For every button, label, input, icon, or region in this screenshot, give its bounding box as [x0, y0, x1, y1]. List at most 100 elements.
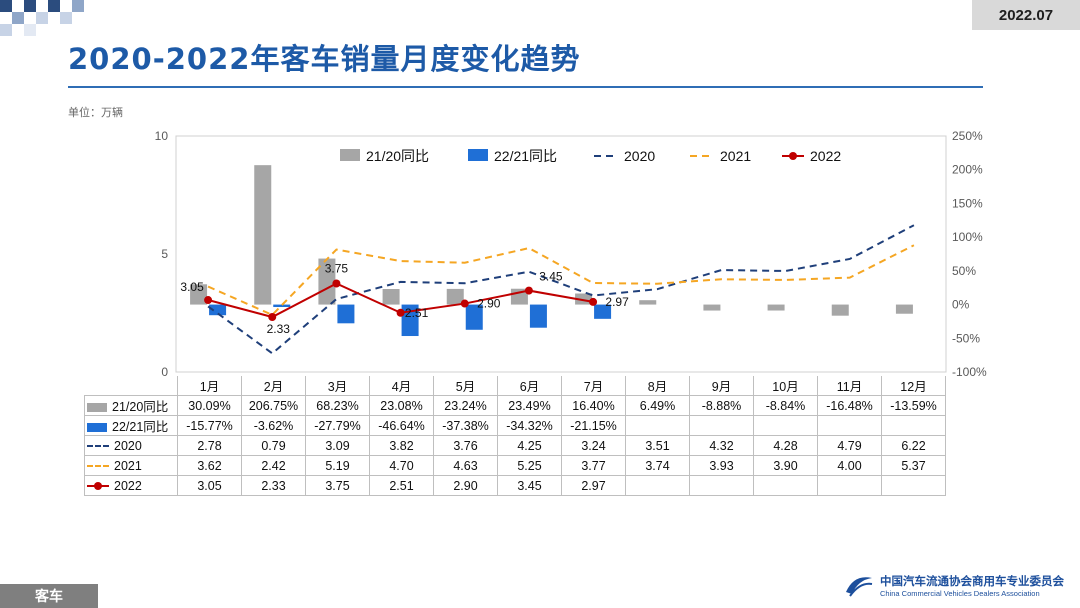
org-logo: 中国汽车流通协会商用车专业委员会 China Commercial Vehicl…: [844, 572, 1064, 598]
title-divider: [68, 86, 983, 88]
bar-2221-yoy: [337, 304, 355, 324]
legend-label: 21/20同比: [366, 148, 429, 164]
bar-2221-yoy: [273, 304, 291, 308]
table-month-header: 5月: [433, 376, 498, 396]
table-month-header: 7月: [561, 376, 626, 396]
table-month-header: 8月: [625, 376, 690, 396]
table-cell: 23.08%: [369, 395, 434, 416]
table-cell: [753, 475, 818, 496]
bar-2120-yoy: [318, 258, 336, 305]
table-cell: [625, 415, 690, 436]
table-cell: [753, 415, 818, 436]
right-axis-tick-label: 50%: [952, 264, 976, 278]
bar-2120-yoy: [639, 300, 657, 305]
table-series-label: 22/21同比: [84, 415, 178, 436]
table-month-header: 10月: [753, 376, 818, 396]
table-series-label: 21/20同比: [84, 395, 178, 416]
table-row: 2022 3.05 2.33 3.75 2.51 2.90 3.45 2.97: [84, 475, 946, 496]
point-2022: [524, 286, 533, 295]
table-cell: -13.59%: [881, 395, 946, 416]
table-series-name: 2022: [114, 478, 142, 493]
right-axis-tick-label: 100%: [952, 230, 983, 244]
table-cell: 3.45: [497, 475, 562, 496]
data-table: 1月 2月 3月 4月 5月 6月 7月 8月 9月 10月 11月 12月 21/20同比 30.09…: [84, 376, 946, 496]
combo-chart: 0 5 10 -100% -50% 0% 50% 100% 150% 200% 250% 3.05 2.…: [155, 129, 987, 379]
table-series-label: 2020: [84, 435, 178, 456]
point-2022: [460, 299, 469, 308]
table-cell: 4.32: [689, 435, 754, 456]
table-cell: 0.79: [241, 435, 306, 456]
right-axis-tick-label: -50%: [952, 331, 980, 345]
table-header-row: 1月 2月 3月 4月 5月 6月 7月 8月 9月 10月 11月 12月: [85, 376, 946, 396]
data-label-2022: 2.33: [267, 322, 291, 336]
table-cell: 6.22: [881, 435, 946, 456]
bar-2120-yoy: [190, 284, 208, 305]
table-cell: -8.84%: [753, 395, 818, 416]
bar-2221-yoy: [529, 304, 547, 328]
point-2022: [396, 308, 405, 317]
table-cell: -37.38%: [433, 415, 498, 436]
table-cell: 23.24%: [433, 395, 498, 416]
table-cell: -15.77%: [177, 415, 242, 436]
table-cell: 3.74: [625, 455, 690, 476]
table-cell: -3.62%: [241, 415, 306, 436]
left-axis-tick-label: 10: [155, 129, 169, 143]
data-label-2022: 3.75: [325, 262, 349, 276]
table-cell: [689, 415, 754, 436]
table-cell: 5.37: [881, 455, 946, 476]
table-cell: 5.19: [305, 455, 370, 476]
table-month-header: 1月: [177, 376, 242, 396]
bar-2120-yoy: [831, 304, 849, 316]
table-legend-swatch: [87, 403, 107, 413]
right-axis-tick-label: -100%: [952, 365, 987, 379]
right-axis-tick-label: 0%: [952, 298, 970, 312]
table-cell: 4.63: [433, 455, 498, 476]
corner-pattern-decoration: [0, 0, 84, 36]
table-cell: [881, 415, 946, 436]
table-cell: 4.79: [817, 435, 882, 456]
table-cell: [817, 415, 882, 436]
table-cell: 30.09%: [177, 395, 242, 416]
table-cell: 3.09: [305, 435, 370, 456]
table-cell: 4.25: [497, 435, 562, 456]
bar-2120-yoy: [895, 304, 913, 314]
table-cell: -8.88%: [689, 395, 754, 416]
table-row: 2020 2.78 0.79 3.09 3.82 3.76 4.25 3.24 3.51 4.32…: [84, 435, 946, 456]
table-cell: [625, 475, 690, 496]
table-row: 2021 3.62 2.42 5.19 4.70 4.63 5.25 3.77 3.74 3.93…: [84, 455, 946, 476]
right-axis-tick-label: 250%: [952, 129, 983, 143]
table-row: 22/21同比 -15.77% -3.62% -27.79% -46.64% -37.38…: [84, 415, 946, 436]
legend-swatch-2120: [340, 149, 360, 161]
bar-2120-yoy: [446, 288, 464, 305]
line-2021: [207, 244, 915, 317]
table-cell: 2.78: [177, 435, 242, 456]
right-axis-tick-label: 200%: [952, 163, 983, 177]
point-2022: [268, 313, 277, 322]
table-series-label: 2021: [84, 455, 178, 476]
table-cell: 3.93: [689, 455, 754, 476]
table-cell: 4.28: [753, 435, 818, 456]
table-month-header: 6月: [497, 376, 562, 396]
bar-2221-yoy: [465, 304, 483, 330]
table-cell: 68.23%: [305, 395, 370, 416]
table-cell: 3.51: [625, 435, 690, 456]
table-cell: -34.32%: [497, 415, 562, 436]
table-cell: -27.79%: [305, 415, 370, 436]
table-legend-swatch: [87, 445, 109, 448]
table-cell: 3.77: [561, 455, 626, 476]
table-cell: 2.33: [241, 475, 306, 496]
bar-2120-yoy: [382, 289, 400, 305]
point-2022: [332, 279, 341, 288]
table-legend-swatch: [87, 480, 109, 492]
unit-label: 单位：万辆: [68, 106, 123, 119]
legend-marker-2022: [789, 152, 797, 160]
line-2020: [207, 224, 915, 355]
table-cell: 23.49%: [497, 395, 562, 416]
category-tag: 客车: [0, 584, 98, 608]
data-label-2022: 3.05: [180, 280, 204, 294]
legend-label: 2021: [720, 148, 751, 164]
org-name-cn: 中国汽车流通协会商用车专业委员会: [880, 573, 1064, 588]
data-label-2022: 2.97: [605, 295, 629, 309]
table-cell: 3.62: [177, 455, 242, 476]
table-series-name: 2020: [114, 438, 142, 453]
